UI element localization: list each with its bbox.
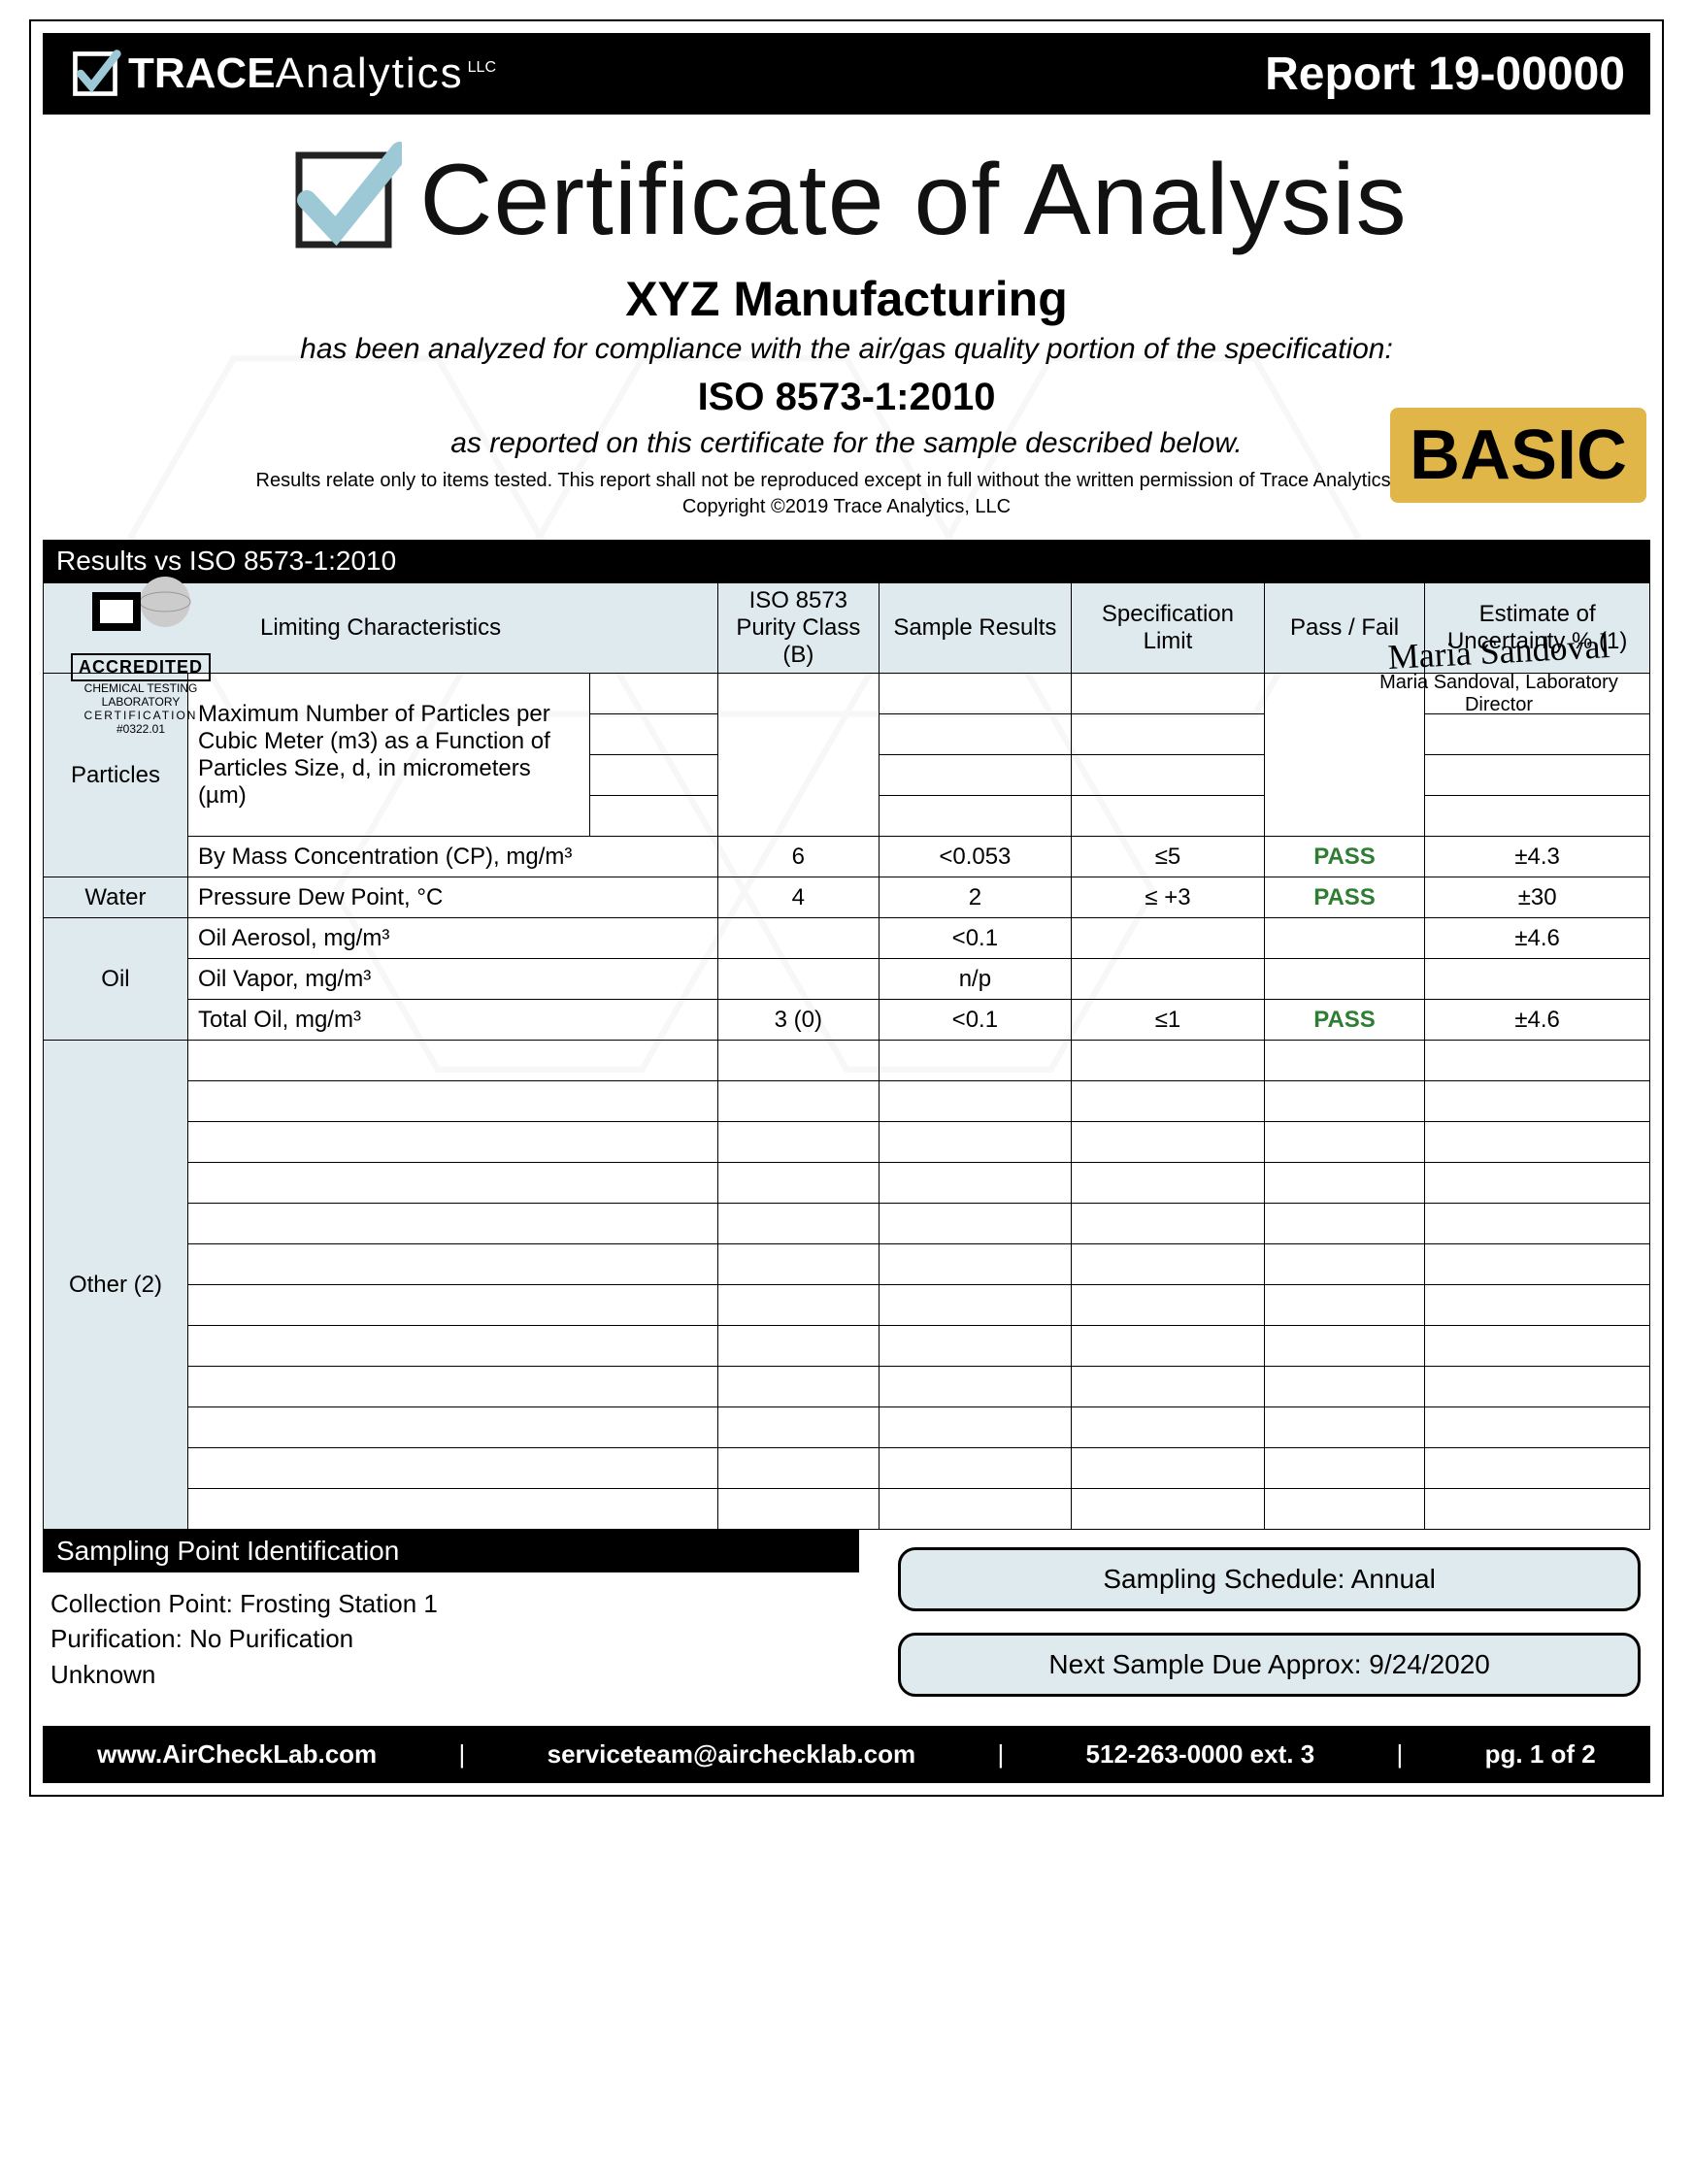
accredited-sub1: CHEMICAL TESTING LABORATORY <box>58 681 223 709</box>
report-number: Report 19-00000 <box>1265 48 1625 101</box>
row-oil: Oil <box>44 918 188 1041</box>
cell <box>718 918 880 959</box>
cell: ≤1 <box>1072 1000 1265 1041</box>
cell: ±4.6 <box>1425 918 1650 959</box>
accredited-label: ACCREDITED <box>71 653 211 681</box>
footer-email: serviceteam@airchecklab.com <box>548 1739 915 1770</box>
accredited-num: #0322.01 <box>58 722 223 736</box>
schedule-panel: Sampling Schedule: Annual Next Sample Du… <box>888 1530 1650 1718</box>
footer-url: www.AirCheckLab.com <box>97 1739 377 1770</box>
brand-logo: TRACEAnalyticsLLC <box>68 47 496 101</box>
cell <box>1072 918 1265 959</box>
top-bar: TRACEAnalyticsLLC Report 19-00000 <box>43 33 1650 115</box>
water-desc: Pressure Dew Point, °C <box>187 877 717 918</box>
spi-line: Collection Point: Frosting Station 1 <box>50 1586 851 1621</box>
row-other: Other (2) <box>44 1041 188 1530</box>
cell-pass: PASS <box>1264 837 1425 877</box>
particles-desc: Maximum Number of Particles per Cubic Me… <box>187 674 589 837</box>
footer-phone: 512-263-0000 ext. 3 <box>1086 1739 1315 1770</box>
oil-desc: Total Oil, mg/m³ <box>187 1000 717 1041</box>
brand-suffix: LLC <box>468 59 496 76</box>
cell: n/p <box>879 959 1072 1000</box>
cell <box>1425 959 1650 1000</box>
signature-name: Maria Sandoval, Laboratory Director <box>1353 672 1644 716</box>
check-icon <box>285 142 402 258</box>
cell-pass: PASS <box>1264 877 1425 918</box>
cell: ±4.6 <box>1425 1000 1650 1041</box>
check-icon <box>68 47 122 101</box>
th-purity: ISO 8573 Purity Class (B) <box>718 583 880 674</box>
cell: <0.053 <box>879 837 1072 877</box>
th-limit: Specification Limit <box>1072 583 1265 674</box>
sampling-point-id: Sampling Point Identification Collection… <box>43 1530 859 1718</box>
footer-page: pg. 1 of 2 <box>1485 1739 1596 1770</box>
cell: ≤5 <box>1072 837 1265 877</box>
cell: <0.1 <box>879 1000 1072 1041</box>
cell: ±30 <box>1425 877 1650 918</box>
accredited-sub2: CERTIFICATION <box>58 709 223 722</box>
cell <box>1072 959 1265 1000</box>
oil-desc: Oil Vapor, mg/m³ <box>187 959 717 1000</box>
particles-mass-desc: By Mass Concentration (CP), mg/m³ <box>187 837 717 877</box>
schedule-box: Sampling Schedule: Annual <box>898 1547 1641 1611</box>
cell <box>1264 918 1425 959</box>
cell: ≤ +3 <box>1072 877 1265 918</box>
globe-icon <box>83 573 199 650</box>
cell: 4 <box>718 877 880 918</box>
brand-thin: Analytics <box>276 50 464 97</box>
spi-line: Purification: No Purification <box>50 1621 851 1656</box>
cell: <0.1 <box>879 918 1072 959</box>
results-table: Limiting Characteristics ISO 8573 Purity… <box>43 582 1650 1530</box>
cell: 6 <box>718 837 880 877</box>
th-sample: Sample Results <box>879 583 1072 674</box>
cell <box>1264 959 1425 1000</box>
cell: ±4.3 <box>1425 837 1650 877</box>
certificate-title: Certificate of Analysis <box>419 143 1407 258</box>
footer-bar: www.AirCheckLab.com| serviceteam@airchec… <box>43 1726 1650 1783</box>
oil-desc: Oil Aerosol, mg/m³ <box>187 918 717 959</box>
cell <box>718 959 880 1000</box>
cell: 3 (0) <box>718 1000 880 1041</box>
spi-title: Sampling Point Identification <box>43 1530 859 1572</box>
row-water: Water <box>44 877 188 918</box>
results-section-bar: Results vs ISO 8573-1:2010 <box>43 540 1650 582</box>
accredited-badge: ACCREDITED CHEMICAL TESTING LABORATORY C… <box>58 573 223 736</box>
cell: 2 <box>879 877 1072 918</box>
due-box: Next Sample Due Approx: 9/24/2020 <box>898 1633 1641 1697</box>
company-name: XYZ Manufacturing <box>43 271 1650 327</box>
cell-pass: PASS <box>1264 1000 1425 1041</box>
spi-line: Unknown <box>50 1657 851 1692</box>
signature-block: Maria Sandoval Maria Sandoval, Laborator… <box>1353 631 1644 716</box>
basic-tag: BASIC <box>1390 408 1646 503</box>
brand-bold: TRACE <box>128 50 276 97</box>
compliance-line: has been analyzed for compliance with th… <box>43 333 1650 366</box>
